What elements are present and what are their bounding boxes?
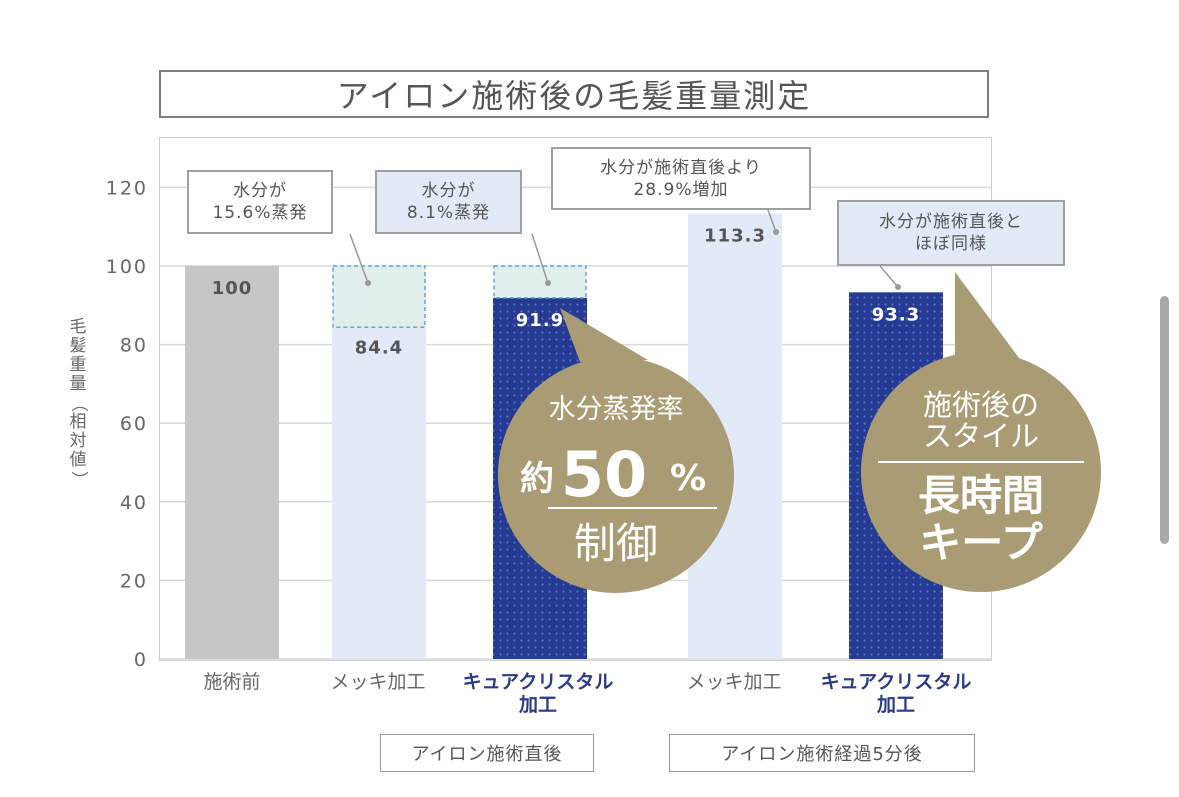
callout-mekki-increase: 水分が施術直後より 28.9%増加 <box>551 147 811 210</box>
category-line: 加工 <box>876 694 915 716</box>
bar <box>185 266 279 659</box>
callout-mekki-evaporation: 水分が 15.6%蒸発 <box>187 170 333 234</box>
category-label-cure-2: キュアクリスタル 加工 <box>804 671 988 717</box>
callout-pointer-dot <box>545 280 551 286</box>
group-label-immediately: アイロン施術直後 <box>380 734 594 772</box>
chart-title: アイロン施術後の毛髪重量測定 <box>159 70 989 118</box>
y-axis-label-char: 量 <box>69 374 87 394</box>
bar-value-label: 93.3 <box>872 304 920 325</box>
bar-value-label: 100 <box>212 278 253 299</box>
y-tick-label: 20 <box>120 570 148 592</box>
callout-line: 水分が <box>233 181 287 201</box>
callout-line: 15.6%蒸発 <box>212 203 308 223</box>
callout-pointer-dot <box>773 229 779 235</box>
callout-pointer <box>767 209 777 233</box>
bar-value-label: 84.4 <box>355 337 403 358</box>
category-line: キュアクリスタル <box>820 671 972 693</box>
y-tick-label: 60 <box>120 413 148 435</box>
scrollbar[interactable] <box>1160 296 1169 544</box>
group-label-after-5min: アイロン施術経過5分後 <box>669 734 975 772</box>
y-axis-label-char: 髪 <box>69 336 87 356</box>
y-tick-label: 120 <box>106 177 148 199</box>
y-axis-label: 毛髪重量（相対値） <box>66 318 90 489</box>
category-line: 加工 <box>518 694 557 716</box>
evaporated-segment <box>493 265 587 299</box>
callout-pointer-dot <box>365 280 371 286</box>
y-tick-label: 80 <box>120 335 148 357</box>
category-line: キュアクリスタル <box>462 671 614 693</box>
category-label-cure-1: キュアクリスタル 加工 <box>446 671 630 717</box>
bar-value-label: 91.9 <box>516 310 564 331</box>
callout-line: 8.1%蒸発 <box>406 203 491 223</box>
callout-pointer <box>349 233 369 284</box>
y-axis-label-char: 相 <box>69 412 87 432</box>
y-axis-label-char: 重 <box>69 355 87 375</box>
category-label-mekki-2: メッキ加工 <box>686 671 782 693</box>
callout-line: 水分が施術直後より <box>600 157 762 178</box>
callout-cure-evaporation: 水分が 8.1%蒸発 <box>375 170 522 234</box>
evaporated-segment <box>332 265 426 329</box>
y-axis-label-char: 対 <box>69 431 87 451</box>
callout-pointer <box>879 265 899 288</box>
y-tick-label: 100 <box>106 256 148 278</box>
y-axis-label-char: 毛 <box>69 317 87 337</box>
category-label-before: 施術前 <box>203 671 261 693</box>
y-tick-label: 40 <box>120 492 148 514</box>
callout-pointer <box>531 233 549 284</box>
bar <box>332 327 426 659</box>
bar <box>849 292 943 659</box>
callout-line: ほぼ同様 <box>915 234 987 254</box>
y-axis-label-char: 値 <box>69 450 87 470</box>
callout-line: 水分が施術直後と <box>879 212 1023 232</box>
bar-value-label: 113.3 <box>704 226 766 247</box>
callout-pointer-dot <box>895 284 901 290</box>
callout-cure-same: 水分が施術直後と ほぼ同様 <box>837 200 1065 266</box>
callout-line: 28.9%増加 <box>633 179 729 200</box>
y-tick-label: 0 <box>134 649 148 671</box>
bar <box>493 297 587 659</box>
bar <box>688 213 782 659</box>
category-label-mekki-1: メッキ加工 <box>330 671 426 693</box>
callout-line: 水分が <box>421 181 476 201</box>
